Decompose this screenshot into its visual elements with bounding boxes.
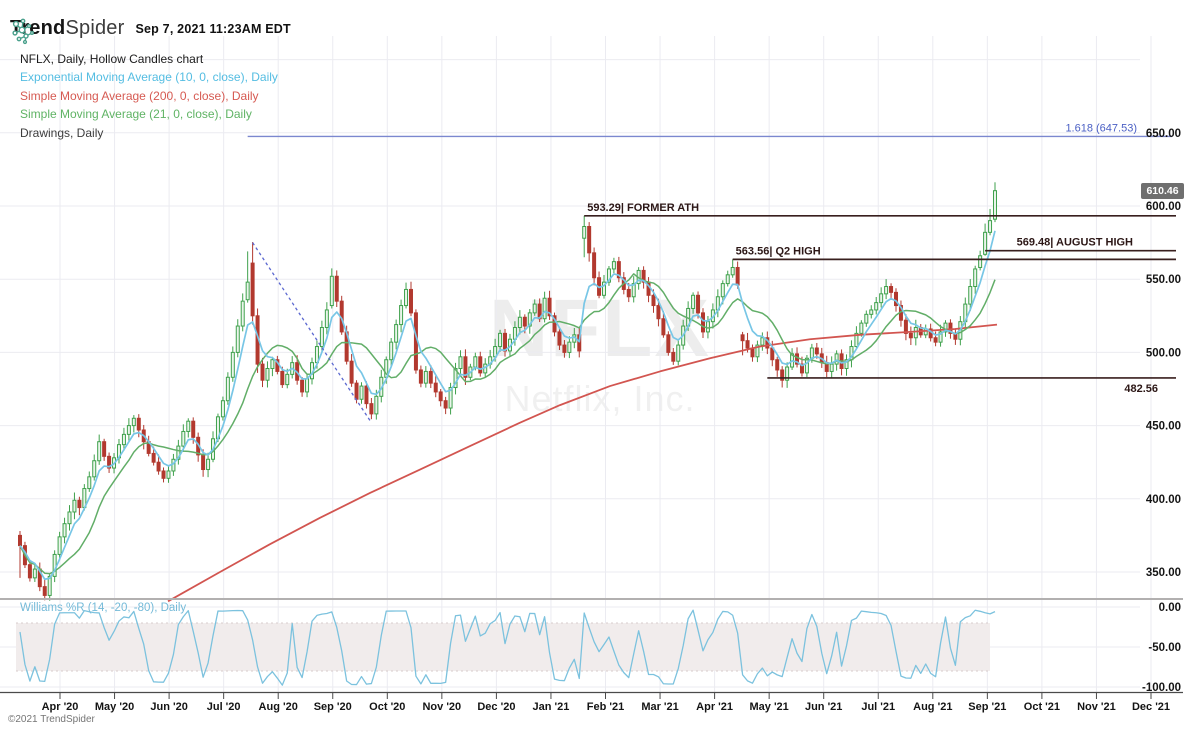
sma21-line xyxy=(19,273,996,575)
oscillator-axis-label: -50.00 xyxy=(1148,642,1181,654)
x-axis-label: Nov '21 xyxy=(1077,701,1116,713)
ema10-line xyxy=(19,230,996,581)
candles-layer xyxy=(18,182,997,601)
x-axis-label: Mar '21 xyxy=(641,701,678,713)
legend-drawings[interactable]: Drawings, Daily xyxy=(20,125,104,140)
app-header: TrendSpider Sep 7, 2021 11:23AM EDT xyxy=(10,17,291,45)
y-axis-label: 650.00 xyxy=(1146,128,1181,140)
oscillator-axis-label: -100.00 xyxy=(1142,682,1181,694)
x-axis-label: Jul '20 xyxy=(207,701,241,713)
copyright: ©2021 TrendSpider xyxy=(8,714,95,725)
x-axis-label: Jul '21 xyxy=(861,701,895,713)
trendline-drawing[interactable] xyxy=(252,242,372,424)
x-axis-label: Jan '21 xyxy=(533,701,570,713)
williams-r-line xyxy=(19,609,996,686)
x-axis-label: Dec '20 xyxy=(477,701,515,713)
oscillator-panel xyxy=(16,609,996,686)
axes-layer: 650.00 600.00 550.00 500.00 450.00 400.00 350.… xyxy=(0,128,1183,713)
oscillator-axis-label: 0.00 xyxy=(1159,602,1181,614)
x-axis-label: Feb '21 xyxy=(587,701,624,713)
level-label-593.29: 593.29| FORMER ATH xyxy=(587,202,699,214)
chart-title: NFLX, Daily, Hollow Candles chart xyxy=(20,52,204,66)
level-label-482.56: 482.56 xyxy=(1124,383,1158,395)
x-axis-label: Apr '21 xyxy=(696,701,733,713)
y-axis-label: 500.00 xyxy=(1146,347,1181,359)
sma200-line xyxy=(167,323,998,603)
x-axis-label: Aug '20 xyxy=(259,701,298,713)
x-axis-label: Oct '21 xyxy=(1024,701,1060,713)
y-axis-label: 600.00 xyxy=(1146,201,1181,213)
y-axis-label: 350.00 xyxy=(1146,567,1181,579)
legend-sma200[interactable]: Simple Moving Average (200, 0, close), D… xyxy=(20,88,259,103)
y-axis-label: 550.00 xyxy=(1146,274,1181,286)
y-axis-label: 450.00 xyxy=(1146,421,1181,433)
x-axis-label: Sep '21 xyxy=(968,701,1006,713)
x-axis-label: Sep '20 xyxy=(314,701,352,713)
x-axis-label: Dec '21 xyxy=(1132,701,1170,713)
x-axis-label: May '20 xyxy=(95,701,134,713)
x-axis-label: May '21 xyxy=(749,701,788,713)
x-axis-label: Oct '20 xyxy=(369,701,405,713)
chart-timestamp: Sep 7, 2021 11:23AM EDT xyxy=(135,21,291,36)
price-panel xyxy=(18,182,998,603)
last-price-badge: 610.46 xyxy=(1141,183,1184,199)
x-axis-label: Jun '20 xyxy=(150,701,187,713)
level-label-647.53: 1.618 (647.53) xyxy=(1065,122,1137,134)
x-axis-label: Jun '21 xyxy=(805,701,842,713)
y-axis-label: 400.00 xyxy=(1146,494,1181,506)
indicator-legend: Exponential Moving Average (10, 0, close… xyxy=(20,68,278,142)
trendspider-logo-icon xyxy=(12,18,35,45)
legend-ema10[interactable]: Exponential Moving Average (10, 0, close… xyxy=(20,70,278,84)
x-axis-label: Apr '20 xyxy=(42,701,79,713)
legend-sma21[interactable]: Simple Moving Average (21, 0, close), Da… xyxy=(20,107,252,121)
level-label-563.56: 563.56| Q2 HIGH xyxy=(736,245,821,257)
x-axis-label: Aug '21 xyxy=(913,701,952,713)
drawings-layer[interactable]: 1.618 (647.53) 593.29| FORMER ATH 569.48| … xyxy=(247,122,1176,424)
level-label-569.48: 569.48| AUGUST HIGH xyxy=(1017,237,1133,249)
logo-text-light: Spider xyxy=(65,17,125,39)
x-axis-label: Nov '20 xyxy=(422,701,461,713)
oscillator-label[interactable]: Williams %R (14, -20, -80), Daily xyxy=(20,602,187,614)
watermark-company: Netflix, Inc. xyxy=(504,378,696,419)
